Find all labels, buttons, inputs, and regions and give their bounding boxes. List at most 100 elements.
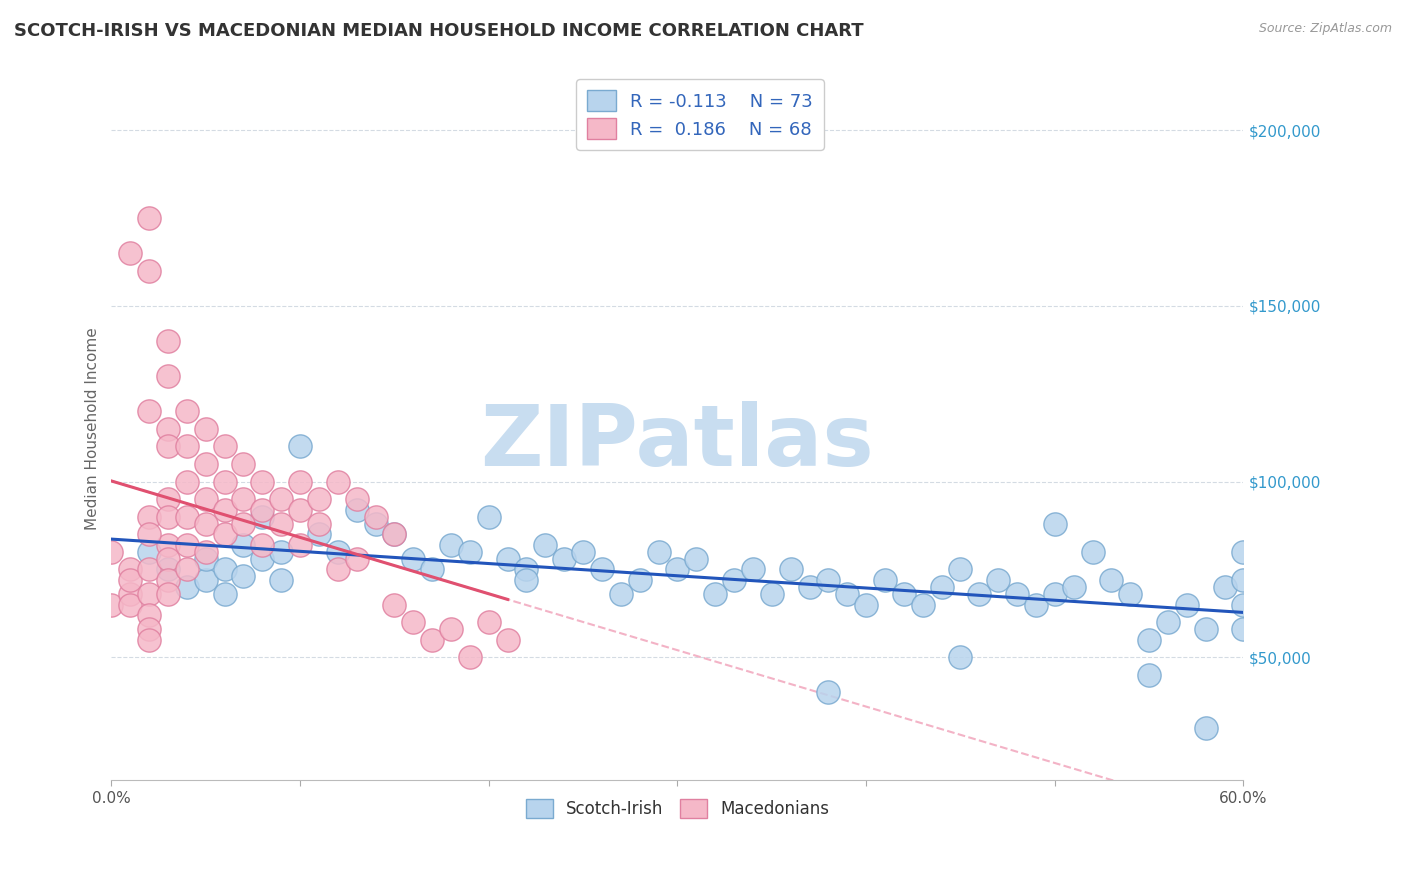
Point bbox=[402, 552, 425, 566]
Legend: Scotch-Irish, Macedonians: Scotch-Irish, Macedonians bbox=[519, 792, 835, 825]
Y-axis label: Median Household Income: Median Household Income bbox=[86, 327, 100, 530]
Point bbox=[873, 573, 896, 587]
Point bbox=[138, 211, 160, 225]
Point bbox=[156, 492, 179, 507]
Point bbox=[288, 475, 311, 489]
Point bbox=[515, 562, 537, 576]
Point bbox=[288, 439, 311, 453]
Point bbox=[176, 475, 198, 489]
Point bbox=[384, 527, 406, 541]
Point bbox=[478, 615, 501, 629]
Point bbox=[252, 552, 274, 566]
Point bbox=[156, 422, 179, 436]
Point bbox=[666, 562, 689, 576]
Point bbox=[647, 545, 669, 559]
Point bbox=[572, 545, 595, 559]
Point bbox=[176, 562, 198, 576]
Point bbox=[120, 587, 142, 601]
Point bbox=[534, 538, 557, 552]
Point bbox=[176, 439, 198, 453]
Point bbox=[232, 492, 254, 507]
Point bbox=[969, 587, 991, 601]
Point bbox=[156, 439, 179, 453]
Point bbox=[120, 598, 142, 612]
Point bbox=[308, 527, 330, 541]
Point bbox=[364, 509, 387, 524]
Point bbox=[214, 502, 236, 516]
Point bbox=[120, 562, 142, 576]
Point bbox=[176, 538, 198, 552]
Point bbox=[1232, 598, 1254, 612]
Point bbox=[270, 516, 292, 531]
Point bbox=[194, 545, 217, 559]
Point bbox=[156, 369, 179, 384]
Point bbox=[704, 587, 727, 601]
Point bbox=[346, 502, 368, 516]
Point bbox=[685, 552, 707, 566]
Point bbox=[1195, 721, 1218, 735]
Point bbox=[911, 598, 934, 612]
Point bbox=[779, 562, 801, 576]
Point bbox=[515, 573, 537, 587]
Point bbox=[1213, 580, 1236, 594]
Point bbox=[458, 650, 481, 665]
Point bbox=[156, 552, 179, 566]
Point bbox=[138, 527, 160, 541]
Point bbox=[987, 573, 1010, 587]
Point bbox=[478, 509, 501, 524]
Point bbox=[138, 562, 160, 576]
Point bbox=[1232, 545, 1254, 559]
Point bbox=[458, 545, 481, 559]
Point bbox=[1157, 615, 1180, 629]
Text: Source: ZipAtlas.com: Source: ZipAtlas.com bbox=[1258, 22, 1392, 36]
Point bbox=[817, 685, 839, 699]
Point bbox=[1175, 598, 1198, 612]
Point bbox=[384, 527, 406, 541]
Point bbox=[1099, 573, 1122, 587]
Point bbox=[214, 527, 236, 541]
Point bbox=[156, 538, 179, 552]
Point bbox=[610, 587, 633, 601]
Point bbox=[384, 598, 406, 612]
Point bbox=[288, 538, 311, 552]
Point bbox=[855, 598, 877, 612]
Point bbox=[194, 422, 217, 436]
Point bbox=[214, 587, 236, 601]
Point bbox=[214, 439, 236, 453]
Text: SCOTCH-IRISH VS MACEDONIAN MEDIAN HOUSEHOLD INCOME CORRELATION CHART: SCOTCH-IRISH VS MACEDONIAN MEDIAN HOUSEH… bbox=[14, 22, 863, 40]
Point bbox=[1119, 587, 1142, 601]
Point bbox=[194, 492, 217, 507]
Point bbox=[553, 552, 575, 566]
Point bbox=[420, 632, 443, 647]
Point bbox=[138, 632, 160, 647]
Point bbox=[326, 475, 349, 489]
Point bbox=[308, 516, 330, 531]
Point bbox=[156, 334, 179, 348]
Point bbox=[214, 562, 236, 576]
Point bbox=[1063, 580, 1085, 594]
Point bbox=[364, 516, 387, 531]
Point bbox=[232, 516, 254, 531]
Point bbox=[194, 552, 217, 566]
Point bbox=[1232, 622, 1254, 636]
Point bbox=[308, 492, 330, 507]
Point bbox=[156, 562, 179, 576]
Point bbox=[214, 475, 236, 489]
Point bbox=[1232, 573, 1254, 587]
Point bbox=[270, 545, 292, 559]
Text: ZIPatlas: ZIPatlas bbox=[481, 401, 875, 484]
Point bbox=[194, 457, 217, 471]
Point bbox=[176, 404, 198, 418]
Point bbox=[496, 552, 519, 566]
Point bbox=[799, 580, 821, 594]
Point bbox=[346, 552, 368, 566]
Point bbox=[138, 404, 160, 418]
Point bbox=[176, 580, 198, 594]
Point bbox=[440, 538, 463, 552]
Point bbox=[440, 622, 463, 636]
Point bbox=[1081, 545, 1104, 559]
Point bbox=[931, 580, 953, 594]
Point bbox=[496, 632, 519, 647]
Point bbox=[232, 457, 254, 471]
Point bbox=[194, 516, 217, 531]
